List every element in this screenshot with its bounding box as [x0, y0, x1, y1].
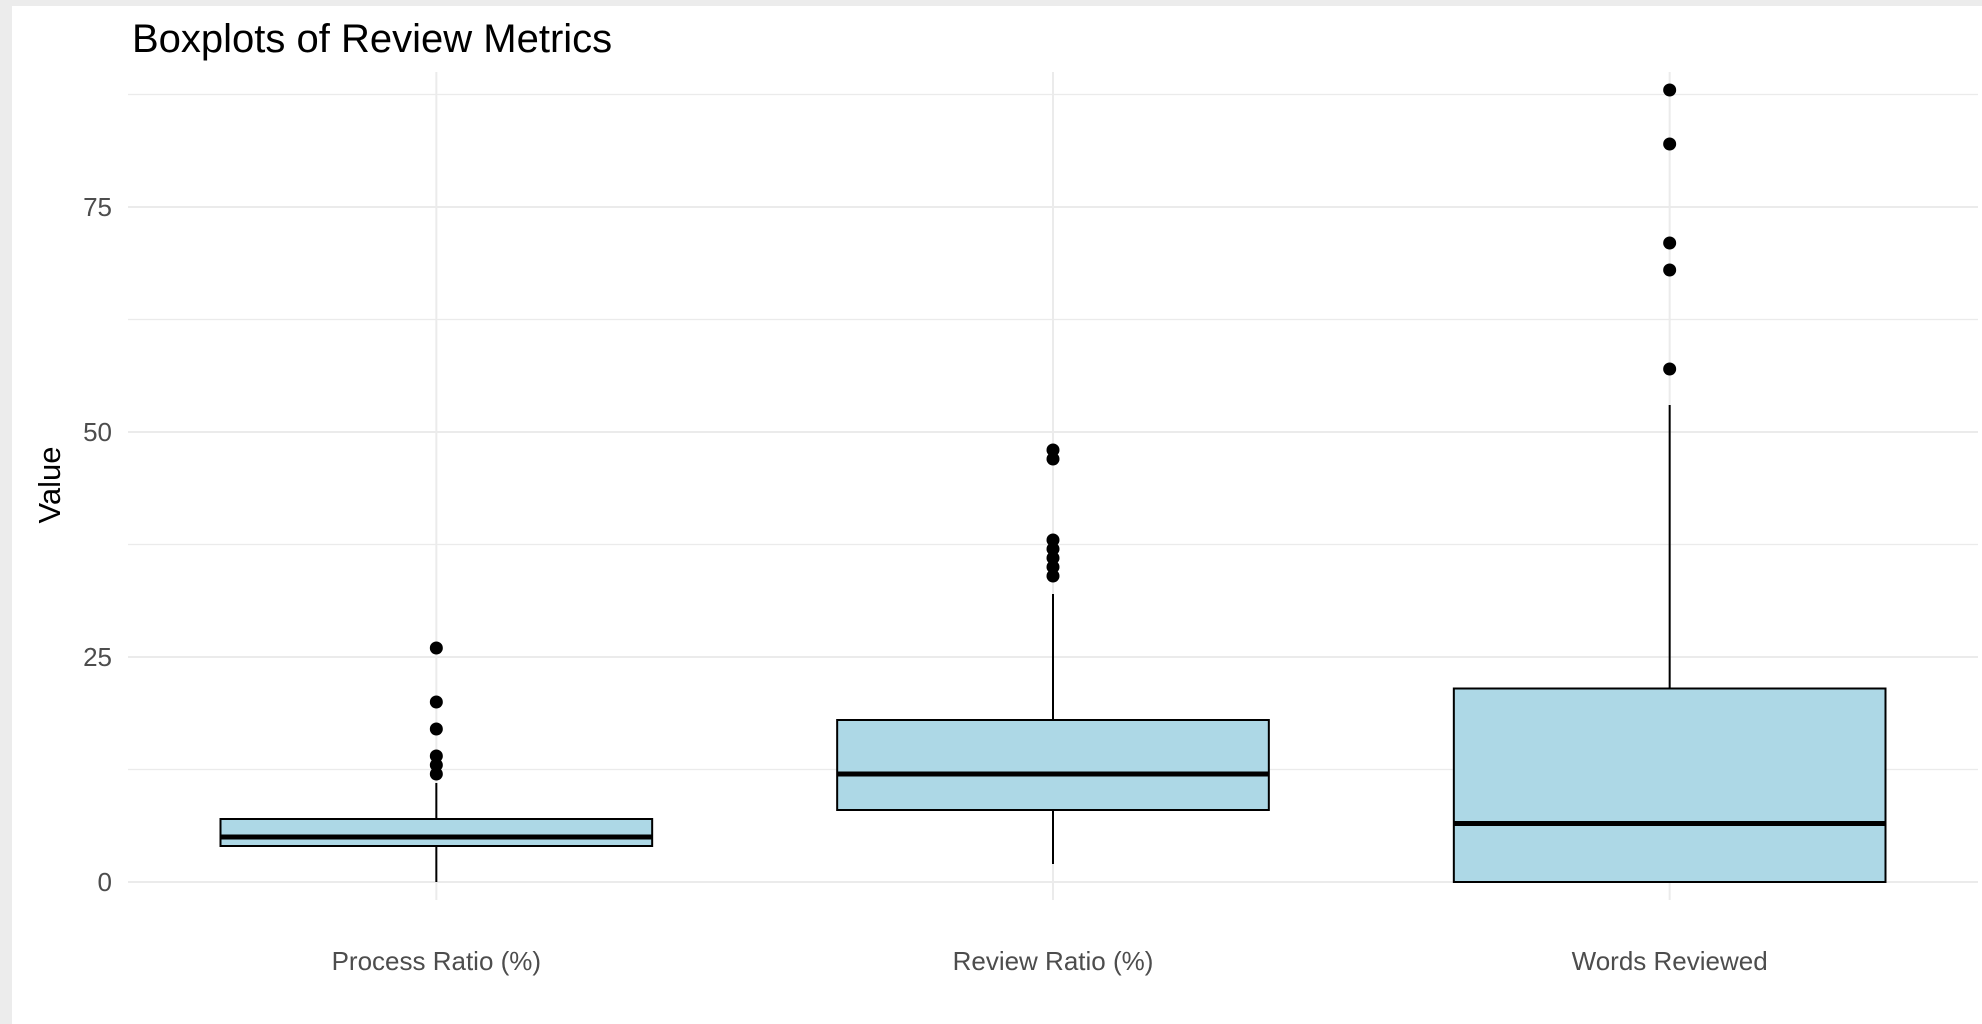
y-tick-label: 50: [83, 417, 112, 447]
tick-layer: 0 25 50 75 Process Ratio (%) Review Ratio (%)…: [83, 192, 1768, 976]
y-axis-label: Value: [32, 447, 67, 524]
outlier-point: [429, 767, 443, 781]
outlier-point: [1046, 542, 1060, 556]
outlier-point: [1046, 533, 1060, 547]
outlier-point: [1663, 236, 1677, 250]
outlier-point: [429, 722, 443, 736]
x-tick-label: Words Reviewed: [1572, 946, 1768, 976]
outlier-point: [1046, 569, 1060, 583]
outlier-point: [1046, 452, 1060, 466]
outlier-point: [1663, 137, 1677, 151]
y-tick-label: 25: [83, 642, 112, 672]
x-tick-label: Process Ratio (%): [332, 946, 542, 976]
outlier-point: [429, 758, 443, 772]
y-tick-label: 0: [98, 867, 112, 897]
outlier-point: [1046, 560, 1060, 574]
outlier-point: [429, 641, 443, 655]
box: [1452, 687, 1887, 883]
box: [836, 719, 1270, 811]
outlier-point: [1663, 362, 1677, 376]
outlier-point: [429, 749, 443, 763]
x-tick-label: Review Ratio (%): [953, 946, 1154, 976]
outlier-point: [1046, 551, 1060, 565]
outlier-point: [429, 695, 443, 709]
outlier-point: [1663, 83, 1677, 97]
y-tick-label: 75: [83, 192, 112, 222]
chart-title: Boxplots of Review Metrics: [132, 17, 612, 61]
box: [219, 818, 654, 847]
outlier-point: [1046, 443, 1060, 457]
mark-layer: [219, 83, 1887, 883]
outlier-point: [1663, 263, 1677, 277]
